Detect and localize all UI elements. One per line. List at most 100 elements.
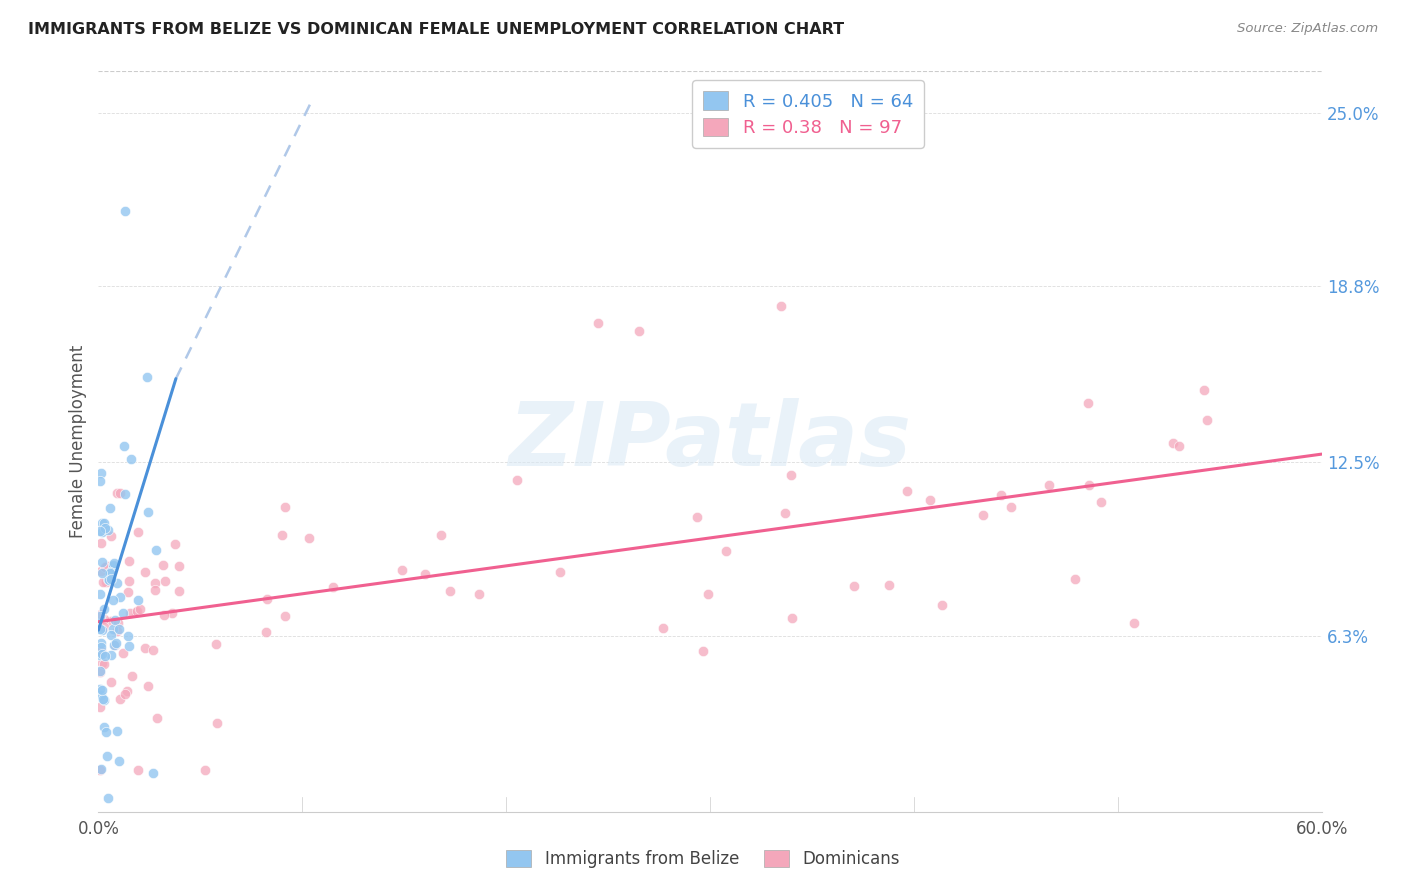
Point: [100, 529, 122, 543]
Point: [98, 500, 121, 515]
Point: [108, 485, 131, 500]
Point: [96, 559, 118, 574]
Point: [155, 574, 177, 589]
Point: [207, 715, 229, 730]
Point: [100, 628, 122, 642]
Point: [93, 720, 115, 734]
Point: [1161, 436, 1184, 450]
Point: [117, 585, 139, 599]
Point: [103, 638, 125, 652]
Point: [90, 467, 112, 481]
Point: [91, 555, 114, 569]
Point: [194, 763, 217, 777]
Point: [118, 639, 141, 653]
Point: [105, 486, 128, 500]
Point: [782, 611, 804, 625]
Point: [114, 687, 136, 701]
Point: [1090, 494, 1112, 508]
Point: [391, 563, 413, 577]
Point: [1192, 383, 1215, 397]
Point: [93, 657, 115, 672]
Point: [124, 605, 146, 619]
Point: [779, 468, 801, 483]
Point: [91, 647, 114, 661]
Point: [93, 620, 115, 634]
Point: [90, 640, 112, 655]
Point: [89, 623, 111, 637]
Point: [1078, 477, 1101, 491]
Point: [89, 699, 111, 714]
Point: [91, 575, 114, 590]
Point: [97, 790, 120, 805]
Point: [105, 575, 128, 590]
Point: [93, 612, 115, 626]
Point: [271, 528, 294, 542]
Point: [89, 524, 111, 539]
Point: [651, 621, 673, 635]
Y-axis label: Female Unemployment: Female Unemployment: [69, 345, 87, 538]
Point: [93, 516, 115, 531]
Point: [105, 723, 128, 738]
Point: [89, 475, 111, 489]
Point: [1123, 616, 1146, 631]
Point: [90, 516, 112, 530]
Point: [104, 638, 127, 652]
Point: [430, 528, 453, 542]
Point: [104, 613, 127, 627]
Text: ZIPatlas: ZIPatlas: [509, 398, 911, 485]
Point: [117, 683, 139, 698]
Point: [93, 602, 115, 616]
Point: [90, 656, 112, 670]
Point: [135, 370, 157, 384]
Point: [1000, 500, 1022, 515]
Point: [145, 582, 167, 597]
Point: [111, 646, 134, 660]
Point: [770, 300, 793, 314]
Point: [89, 763, 111, 777]
Point: [413, 566, 436, 581]
Point: [100, 566, 122, 581]
Point: [146, 710, 169, 724]
Point: [101, 593, 124, 607]
Point: [108, 591, 131, 605]
Point: [274, 500, 297, 515]
Point: [143, 576, 166, 591]
Point: [89, 648, 111, 662]
Point: [118, 606, 141, 620]
Point: [100, 573, 122, 587]
Point: [114, 487, 136, 501]
Point: [127, 604, 149, 618]
Point: [111, 607, 134, 621]
Point: [101, 558, 124, 572]
Point: [152, 558, 174, 572]
Point: [322, 580, 344, 594]
Point: [118, 574, 141, 588]
Point: [105, 636, 128, 650]
Point: [686, 509, 709, 524]
Point: [1038, 478, 1060, 492]
Point: [100, 674, 122, 689]
Point: [90, 643, 112, 657]
Point: [1064, 572, 1087, 586]
Point: [506, 473, 529, 487]
Point: [550, 565, 572, 579]
Point: [97, 573, 120, 587]
Point: [714, 543, 737, 558]
Point: [127, 524, 149, 539]
Point: [127, 763, 149, 777]
Point: [94, 560, 117, 574]
Point: [142, 643, 165, 657]
Point: [586, 316, 609, 330]
Point: [89, 607, 111, 621]
Point: [108, 692, 131, 706]
Point: [97, 523, 120, 537]
Point: [167, 559, 190, 574]
Point: [205, 637, 228, 651]
Point: [103, 622, 125, 636]
Point: [89, 587, 111, 601]
Point: [100, 615, 122, 629]
Point: [90, 535, 112, 549]
Point: [90, 564, 112, 578]
Legend: R = 0.405   N = 64, R = 0.38   N = 97: R = 0.405 N = 64, R = 0.38 N = 97: [692, 80, 924, 148]
Point: [273, 608, 295, 623]
